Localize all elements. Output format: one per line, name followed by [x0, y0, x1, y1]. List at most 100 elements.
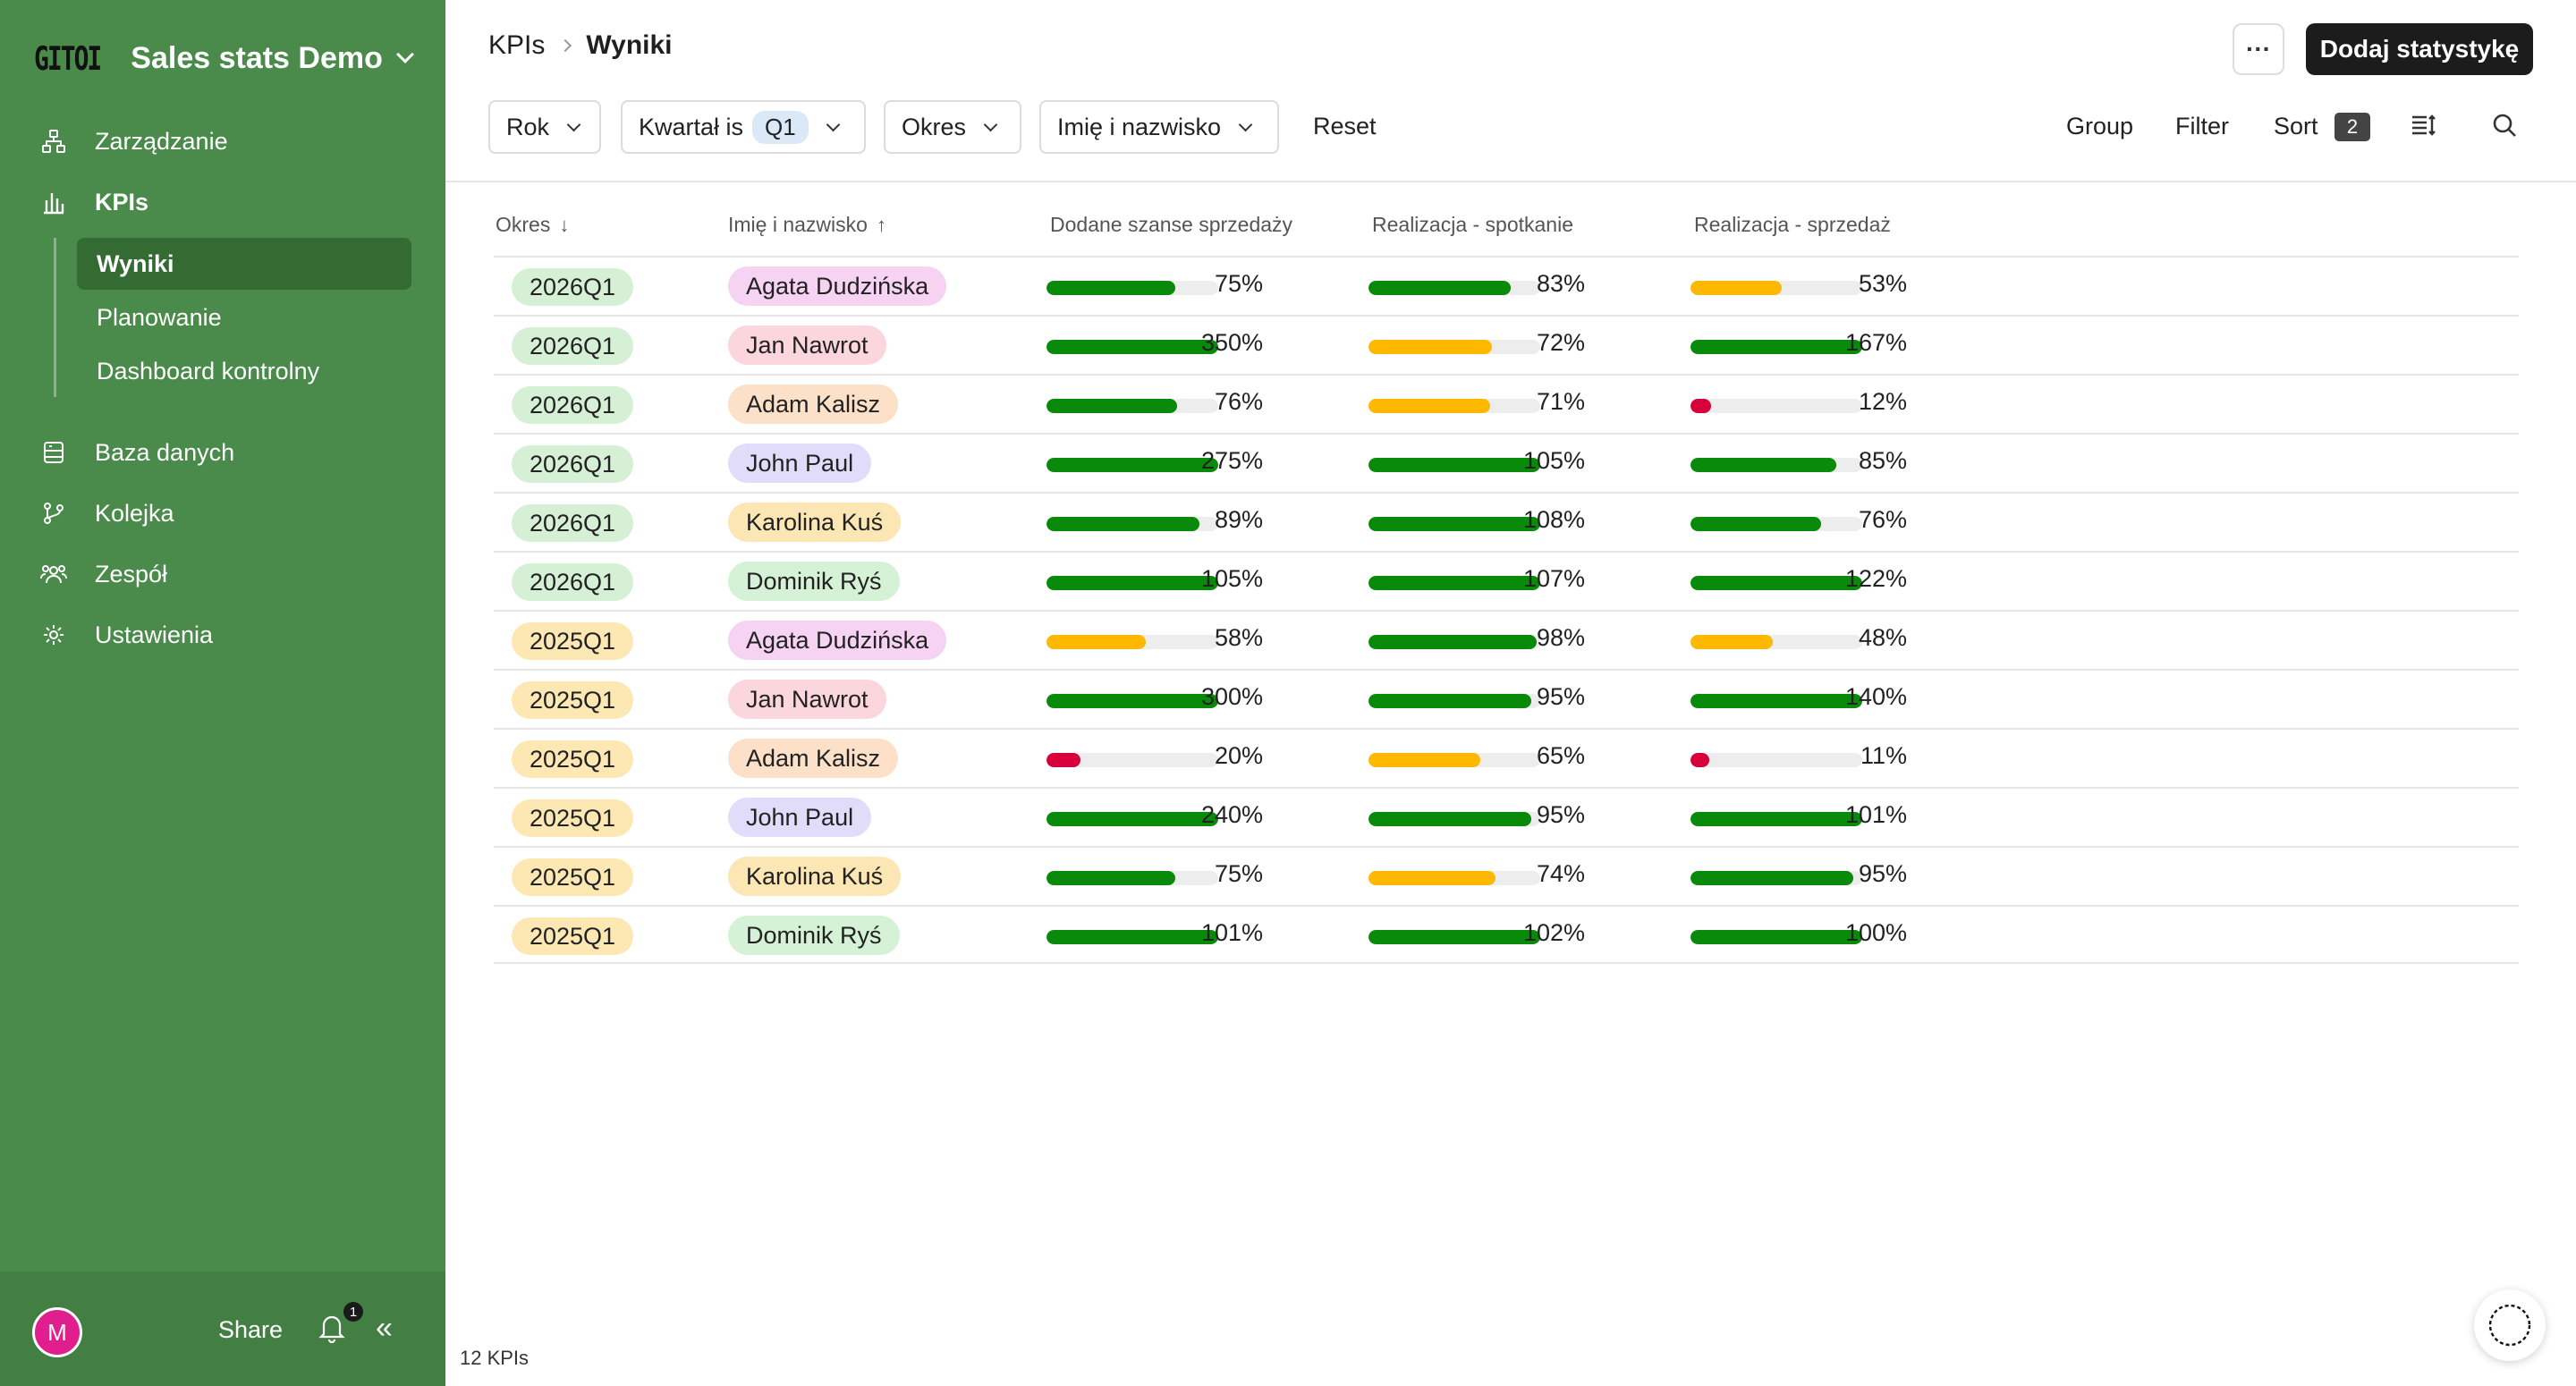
percent-value: 108% — [1522, 506, 1585, 533]
sidebar-item-zespol[interactable]: Zespół — [39, 549, 167, 599]
table-row[interactable]: 2026Q1 Dominik Ryś 105% 107% 122% — [494, 551, 2519, 610]
period-tag: 2025Q1 — [512, 622, 633, 660]
column-header-dodane[interactable]: Dodane szanse sprzedaży — [1050, 213, 1292, 237]
progress-bar — [1368, 576, 1540, 590]
sidebar-item-ustawienia[interactable]: Ustawienia — [39, 610, 213, 660]
progress-bar-fill — [1690, 753, 1710, 767]
progress-bar — [1046, 753, 1218, 767]
progress-bar — [1690, 753, 1862, 767]
percent-value: 76% — [1858, 506, 1907, 533]
percent-value: 71% — [1536, 388, 1585, 415]
progress-bar — [1368, 340, 1540, 354]
table-row[interactable]: 2026Q1 Jan Nawrot 350% 72% 167% — [494, 315, 2519, 374]
person-tag: Agata Dudzińska — [728, 621, 947, 660]
sort-button[interactable]: Sort — [2274, 113, 2318, 139]
progress-bar — [1046, 458, 1218, 472]
bell-icon[interactable] — [318, 1313, 349, 1347]
table-row[interactable]: 2026Q1 John Paul 275% 105% 85% — [494, 433, 2519, 492]
loading-spinner-icon[interactable] — [2474, 1289, 2546, 1361]
progress-bar — [1690, 340, 1862, 354]
sidebar-subitem-planowanie[interactable]: Planowanie — [77, 292, 411, 343]
workspace-switcher[interactable]: GITOI Sales stats Demo — [34, 36, 414, 80]
percent-value: 95% — [1536, 801, 1585, 828]
filter-rok[interactable]: Rok — [488, 100, 601, 154]
avatar[interactable]: M — [32, 1307, 82, 1357]
collapse-sidebar-icon[interactable]: « — [376, 1311, 393, 1345]
progress-bar — [1690, 458, 1862, 472]
column-header-label: Dodane szanse sprzedaży — [1050, 213, 1293, 236]
page-title: Wyniki — [586, 30, 673, 60]
database-icon — [39, 438, 68, 467]
table-row[interactable]: 2025Q1 Dominik Ryś 101% 102% 100% — [494, 905, 2519, 964]
table-row[interactable]: 2026Q1 Karolina Kuś 89% 108% 76% — [494, 492, 2519, 551]
filter-label: Kwartał is — [639, 113, 744, 140]
filter-button[interactable]: Filter — [2175, 113, 2229, 139]
progress-bar-fill — [1046, 517, 1199, 531]
filter-kwartal[interactable]: Kwartał is Q1 — [621, 100, 866, 154]
submenu-guide-line — [54, 238, 56, 397]
chevron-down-icon — [1238, 117, 1253, 131]
chevron-down-icon — [983, 117, 998, 131]
progress-bar-fill — [1368, 753, 1480, 767]
filter-imie[interactable]: Imię i nazwisko — [1039, 100, 1279, 154]
table-row[interactable]: 2025Q1 Karolina Kuś 75% 74% 95% — [494, 846, 2519, 905]
group-button[interactable]: Group — [2066, 113, 2134, 139]
table-row[interactable]: 2025Q1 Agata Dudzińska 58% 98% 48% — [494, 610, 2519, 669]
person-tag: Adam Kalisz — [728, 739, 899, 778]
chevron-down-icon — [566, 117, 581, 131]
progress-bar — [1368, 281, 1540, 295]
percent-value: 140% — [1844, 683, 1907, 710]
table-row[interactable]: 2025Q1 John Paul 240% 95% 101% — [494, 787, 2519, 846]
percent-value: 102% — [1522, 919, 1585, 946]
bar-chart-icon — [39, 188, 68, 216]
table-row[interactable]: 2026Q1 Agata Dudzińska 75% 83% 53% — [494, 256, 2519, 315]
column-header-label: Realizacja - sprzedaż — [1694, 213, 1891, 236]
percent-value: 12% — [1858, 388, 1907, 415]
progress-bar — [1690, 694, 1862, 708]
sidebar-item-label: Zespół — [95, 560, 168, 587]
period-tag: 2026Q1 — [512, 445, 633, 483]
columns-icon[interactable] — [2410, 111, 2440, 141]
percent-value: 100% — [1844, 919, 1907, 946]
filter-okres[interactable]: Okres — [884, 100, 1021, 154]
progress-bar-fill — [1690, 399, 1712, 413]
progress-bar — [1368, 753, 1540, 767]
progress-bar — [1368, 812, 1540, 826]
table-row[interactable]: 2026Q1 Adam Kalisz 76% 71% 12% — [494, 374, 2519, 433]
table-row[interactable]: 2025Q1 Jan Nawrot 300% 95% 140% — [494, 669, 2519, 728]
period-tag: 2026Q1 — [512, 386, 633, 424]
sidebar-item-zarzadzanie[interactable]: Zarządzanie — [39, 116, 228, 166]
progress-bar-fill — [1368, 281, 1512, 295]
add-statistic-button[interactable]: Dodaj statystykę — [2306, 23, 2533, 75]
more-options-button[interactable]: ··· — [2233, 23, 2284, 75]
sidebar-subitem-dashboard[interactable]: Dashboard kontrolny — [77, 345, 411, 397]
share-button[interactable]: Share — [218, 1316, 284, 1343]
sort-asc-icon: ↑ — [876, 213, 886, 236]
reset-button[interactable]: Reset — [1313, 113, 1377, 139]
person-tag: Karolina Kuś — [728, 503, 902, 542]
column-header-okres[interactable]: Okres ↓ — [496, 213, 569, 237]
search-icon[interactable] — [2490, 111, 2521, 141]
percent-value: 98% — [1536, 624, 1585, 651]
progress-bar — [1690, 399, 1862, 413]
column-header-spotkanie[interactable]: Realizacja - spotkanie — [1372, 213, 1573, 237]
sidebar-item-kpis[interactable]: KPIs — [39, 177, 148, 227]
column-header-imie[interactable]: Imię i nazwisko ↑ — [728, 213, 886, 237]
progress-bar-fill — [1368, 635, 1538, 649]
table-row[interactable]: 2025Q1 Adam Kalisz 20% 65% 11% — [494, 728, 2519, 787]
progress-bar-fill — [1046, 399, 1177, 413]
progress-bar — [1046, 399, 1218, 413]
breadcrumb-root[interactable]: KPIs — [488, 30, 546, 60]
percent-value: 76% — [1214, 388, 1263, 415]
progress-bar-fill — [1690, 930, 1862, 944]
sidebar-subitem-wyniki[interactable]: Wyniki — [77, 238, 411, 290]
column-header-sprzedaz[interactable]: Realizacja - sprzedaż — [1694, 213, 1891, 237]
sidebar-item-label: Baza danych — [95, 438, 235, 466]
sidebar-item-kolejka[interactable]: Kolejka — [39, 488, 174, 538]
progress-bar-fill — [1046, 281, 1175, 295]
column-header-label: Imię i nazwisko — [728, 213, 868, 236]
progress-bar-fill — [1690, 340, 1862, 354]
period-tag: 2025Q1 — [512, 917, 633, 955]
sidebar-item-baza-danych[interactable]: Baza danych — [39, 427, 234, 477]
progress-bar-fill — [1368, 458, 1540, 472]
